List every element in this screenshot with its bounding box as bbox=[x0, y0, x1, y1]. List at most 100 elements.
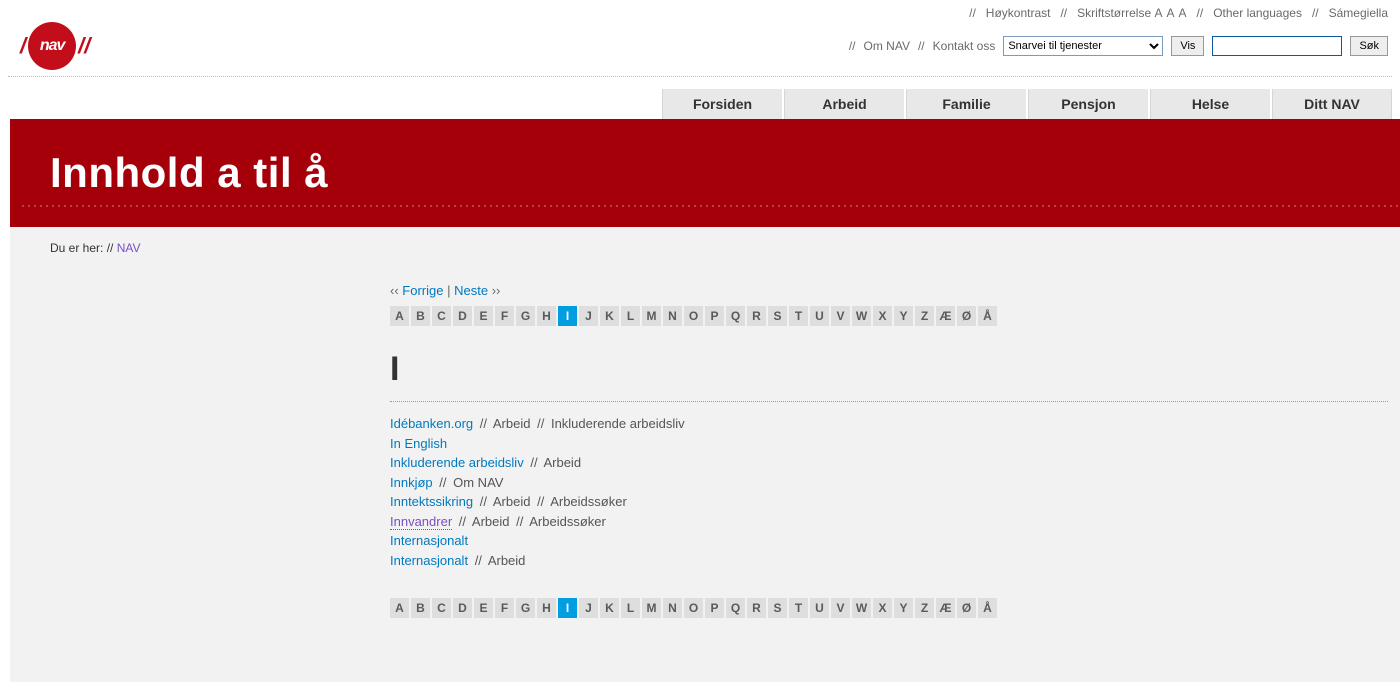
alpha-letter[interactable]: S bbox=[768, 598, 787, 618]
breadcrumb-prefix: Du er her: bbox=[50, 241, 103, 255]
alpha-letter[interactable]: M bbox=[642, 306, 661, 326]
pager-prev[interactable]: Forrige bbox=[402, 283, 443, 298]
alpha-letter[interactable]: T bbox=[789, 598, 808, 618]
alpha-letter[interactable]: E bbox=[474, 306, 493, 326]
nav-tab[interactable]: Helse bbox=[1150, 89, 1270, 119]
om-nav-link[interactable]: Om NAV bbox=[864, 39, 910, 53]
alpha-letter[interactable]: F bbox=[495, 306, 514, 326]
alpha-letter[interactable]: T bbox=[789, 306, 808, 326]
alpha-letter[interactable]: J bbox=[579, 306, 598, 326]
alpha-letter[interactable]: L bbox=[621, 598, 640, 618]
pager-next[interactable]: Neste bbox=[454, 283, 488, 298]
list-link[interactable]: Internasjonalt bbox=[390, 553, 468, 568]
alpha-letter[interactable]: W bbox=[852, 598, 871, 618]
alpha-letter[interactable]: B bbox=[411, 598, 430, 618]
list-link[interactable]: Inntektssikring bbox=[390, 494, 473, 509]
nav-tab[interactable]: Familie bbox=[906, 89, 1026, 119]
alpha-letter[interactable]: H bbox=[537, 306, 556, 326]
alpha-letter[interactable]: G bbox=[516, 598, 535, 618]
alpha-letter[interactable]: Z bbox=[915, 306, 934, 326]
list-link[interactable]: Innvandrer bbox=[390, 514, 452, 530]
alpha-letter[interactable]: A bbox=[390, 306, 409, 326]
nav-tab[interactable]: Arbeid bbox=[784, 89, 904, 119]
list-link[interactable]: Innkjøp bbox=[390, 475, 433, 490]
alpha-letter[interactable]: Y bbox=[894, 306, 913, 326]
alpha-letter[interactable]: H bbox=[537, 598, 556, 618]
alpha-letter[interactable]: Y bbox=[894, 598, 913, 618]
list-link[interactable]: Idébanken.org bbox=[390, 416, 473, 431]
separator: // bbox=[480, 416, 487, 431]
list-link[interactable]: Inkluderende arbeidsliv bbox=[390, 455, 524, 470]
alpha-letter[interactable]: N bbox=[663, 598, 682, 618]
alpha-letter[interactable]: R bbox=[747, 598, 766, 618]
alpha-letter[interactable]: Å bbox=[978, 306, 997, 326]
samegiella-link[interactable]: Sámegiella bbox=[1329, 6, 1388, 20]
logo-slash-icon: / bbox=[20, 33, 26, 59]
alpha-letter[interactable]: W bbox=[852, 306, 871, 326]
alpha-letter[interactable]: X bbox=[873, 306, 892, 326]
alpha-letter[interactable]: D bbox=[453, 598, 472, 618]
list-link[interactable]: Internasjonalt bbox=[390, 533, 468, 548]
alpha-letter[interactable]: R bbox=[747, 306, 766, 326]
alpha-letter[interactable]: U bbox=[810, 306, 829, 326]
alpha-letter[interactable]: V bbox=[831, 598, 850, 618]
alpha-letter[interactable]: D bbox=[453, 306, 472, 326]
alpha-letter[interactable]: I bbox=[558, 306, 577, 326]
letter-heading: I bbox=[390, 350, 1388, 389]
alpha-letter[interactable]: F bbox=[495, 598, 514, 618]
search-button[interactable]: Søk bbox=[1350, 36, 1388, 56]
prev-arrows: ‹‹ bbox=[390, 283, 399, 298]
font-size-small[interactable]: A bbox=[1155, 6, 1163, 20]
nav-tab[interactable]: Ditt NAV bbox=[1272, 89, 1392, 119]
list-item: Internasjonalt // Arbeid bbox=[390, 551, 1388, 571]
alpha-letter[interactable]: B bbox=[411, 306, 430, 326]
list-item: In English bbox=[390, 434, 1388, 454]
other-languages-link[interactable]: Other languages bbox=[1213, 6, 1302, 20]
vis-button[interactable]: Vis bbox=[1171, 36, 1204, 56]
shortcut-select[interactable]: Snarvei til tjenester bbox=[1003, 36, 1163, 56]
alpha-letter[interactable]: Æ bbox=[936, 306, 955, 326]
alpha-letter[interactable]: P bbox=[705, 598, 724, 618]
breadcrumb-link[interactable]: NAV bbox=[117, 241, 141, 255]
nav-tab[interactable]: Pensjon bbox=[1028, 89, 1148, 119]
list-link[interactable]: In English bbox=[390, 436, 447, 451]
alpha-letter[interactable]: K bbox=[600, 598, 619, 618]
alpha-letter[interactable]: Q bbox=[726, 306, 745, 326]
alpha-letter[interactable]: Ø bbox=[957, 306, 976, 326]
alpha-letter[interactable]: M bbox=[642, 598, 661, 618]
font-size-medium[interactable]: A bbox=[1167, 6, 1175, 20]
alpha-letter[interactable]: G bbox=[516, 306, 535, 326]
alpha-letter[interactable]: J bbox=[579, 598, 598, 618]
alpha-letter[interactable]: C bbox=[432, 598, 451, 618]
secondary-bar: // Om NAV // Kontakt oss Snarvei til tje… bbox=[849, 36, 1388, 56]
kontakt-oss-link[interactable]: Kontakt oss bbox=[933, 39, 996, 53]
alpha-letter[interactable]: E bbox=[474, 598, 493, 618]
alpha-letter[interactable]: C bbox=[432, 306, 451, 326]
nav-tab[interactable]: Forsiden bbox=[662, 89, 782, 119]
alpha-letter[interactable]: A bbox=[390, 598, 409, 618]
high-contrast-link[interactable]: Høykontrast bbox=[986, 6, 1051, 20]
alpha-letter[interactable]: L bbox=[621, 306, 640, 326]
alpha-letter[interactable]: O bbox=[684, 598, 703, 618]
alpha-letter[interactable]: O bbox=[684, 306, 703, 326]
list-meta: Arbeid bbox=[488, 553, 526, 568]
alpha-letter[interactable]: I bbox=[558, 598, 577, 618]
font-size-large[interactable]: A bbox=[1179, 6, 1187, 20]
content: Du er her: // NAV ‹‹ Forrige | Neste ›› … bbox=[0, 227, 1400, 682]
alpha-letter[interactable]: Z bbox=[915, 598, 934, 618]
separator: // bbox=[475, 553, 482, 568]
alpha-letter[interactable]: K bbox=[600, 306, 619, 326]
alpha-letter[interactable]: P bbox=[705, 306, 724, 326]
alpha-letter[interactable]: Q bbox=[726, 598, 745, 618]
alpha-letter[interactable]: V bbox=[831, 306, 850, 326]
alpha-letter[interactable]: S bbox=[768, 306, 787, 326]
alpha-letter[interactable]: Ø bbox=[957, 598, 976, 618]
separator: // bbox=[537, 416, 544, 431]
alpha-letter[interactable]: U bbox=[810, 598, 829, 618]
alpha-letter[interactable]: Å bbox=[978, 598, 997, 618]
alpha-letter[interactable]: N bbox=[663, 306, 682, 326]
logo[interactable]: / nav // bbox=[20, 22, 90, 70]
alpha-letter[interactable]: X bbox=[873, 598, 892, 618]
alpha-letter[interactable]: Æ bbox=[936, 598, 955, 618]
search-input[interactable] bbox=[1212, 36, 1342, 56]
